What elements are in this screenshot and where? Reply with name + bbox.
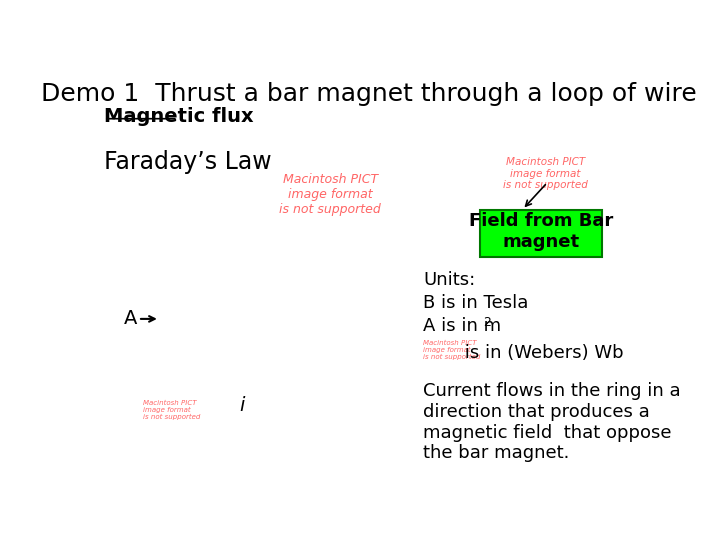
Text: Macintosh PICT
image format
is not supported: Macintosh PICT image format is not suppo… [503, 157, 588, 191]
Text: Macintosh PICT
image format
is not supported: Macintosh PICT image format is not suppo… [279, 173, 381, 215]
Text: i: i [240, 396, 245, 415]
Text: Units:: Units: [423, 271, 475, 289]
Text: Faraday’s Law: Faraday’s Law [104, 150, 271, 173]
Text: 2: 2 [483, 316, 491, 329]
Text: Demo 1  Thrust a bar magnet through a loop of wire: Demo 1 Thrust a bar magnet through a loo… [41, 82, 697, 106]
Text: Macintosh PICT
image format
is not supported: Macintosh PICT image format is not suppo… [143, 400, 200, 420]
Text: B is in Tesla: B is in Tesla [423, 294, 528, 312]
FancyBboxPatch shape [480, 210, 602, 257]
Text: A: A [124, 309, 138, 328]
Text: Magnetic flux: Magnetic flux [104, 107, 253, 126]
Text: A is in m: A is in m [423, 318, 501, 335]
Text: is in (Webers) Wb: is in (Webers) Wb [459, 343, 624, 362]
Text: Macintosh PICT
image format
is not supported: Macintosh PICT image format is not suppo… [423, 340, 481, 360]
Text: Field from Bar
magnet: Field from Bar magnet [469, 212, 613, 251]
Text: Current flows in the ring in a
direction that produces a
magnetic field  that op: Current flows in the ring in a direction… [423, 382, 681, 462]
